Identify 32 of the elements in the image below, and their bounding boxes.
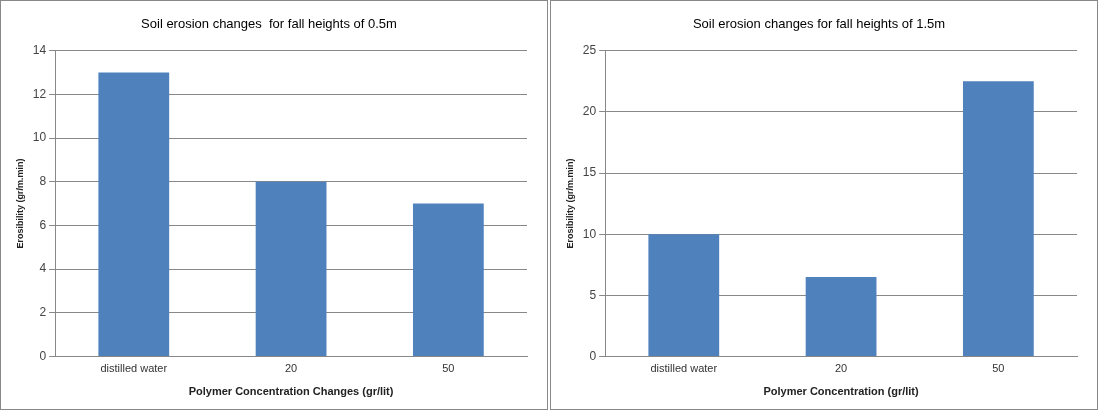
x-tick-label: 20 (284, 362, 298, 375)
y-tick-label: 15 (582, 165, 597, 180)
y-axis-title: Erosibility (gr/m.min) (14, 158, 25, 249)
y-tick-label: 0 (589, 348, 597, 363)
bar (98, 72, 170, 357)
y-tick-label: 4 (39, 261, 47, 276)
y-axis-title: Erosibility (gr/m.min) (564, 158, 575, 249)
bar (962, 81, 1034, 357)
y-tick-label: 2 (39, 305, 47, 320)
bar (648, 234, 720, 357)
chart-title: Soil erosion changes for fall heights of 0.5m (141, 16, 397, 32)
x-axis-title: Polymer Concentration Changes (gr/lit) (188, 385, 394, 398)
x-tick-label: 50 (992, 362, 1005, 375)
y-tick-label: 10 (32, 130, 47, 145)
x-tick-label: 50 (442, 362, 455, 375)
bar (255, 181, 327, 357)
x-tick-label: distilled water (100, 362, 168, 375)
y-tick-label: 0 (39, 348, 47, 363)
bar (412, 203, 484, 357)
y-tick-label: 6 (39, 217, 47, 232)
chart-title: Soil erosion changes for fall heights of 1.5m (692, 16, 946, 32)
y-tick-label: 20 (582, 104, 597, 119)
bar (805, 277, 877, 357)
y-tick-label: 12 (32, 86, 47, 101)
y-tick-label: 14 (32, 42, 47, 57)
y-tick-label: 5 (589, 287, 597, 302)
x-axis-title: Polymer Concentration (gr/lit) (763, 385, 920, 398)
y-tick-label: 25 (582, 42, 597, 57)
y-tick-label: 8 (39, 174, 47, 189)
x-tick-label: 20 (834, 362, 848, 375)
x-tick-label: distilled water (650, 362, 718, 375)
y-tick-label: 10 (582, 226, 597, 241)
